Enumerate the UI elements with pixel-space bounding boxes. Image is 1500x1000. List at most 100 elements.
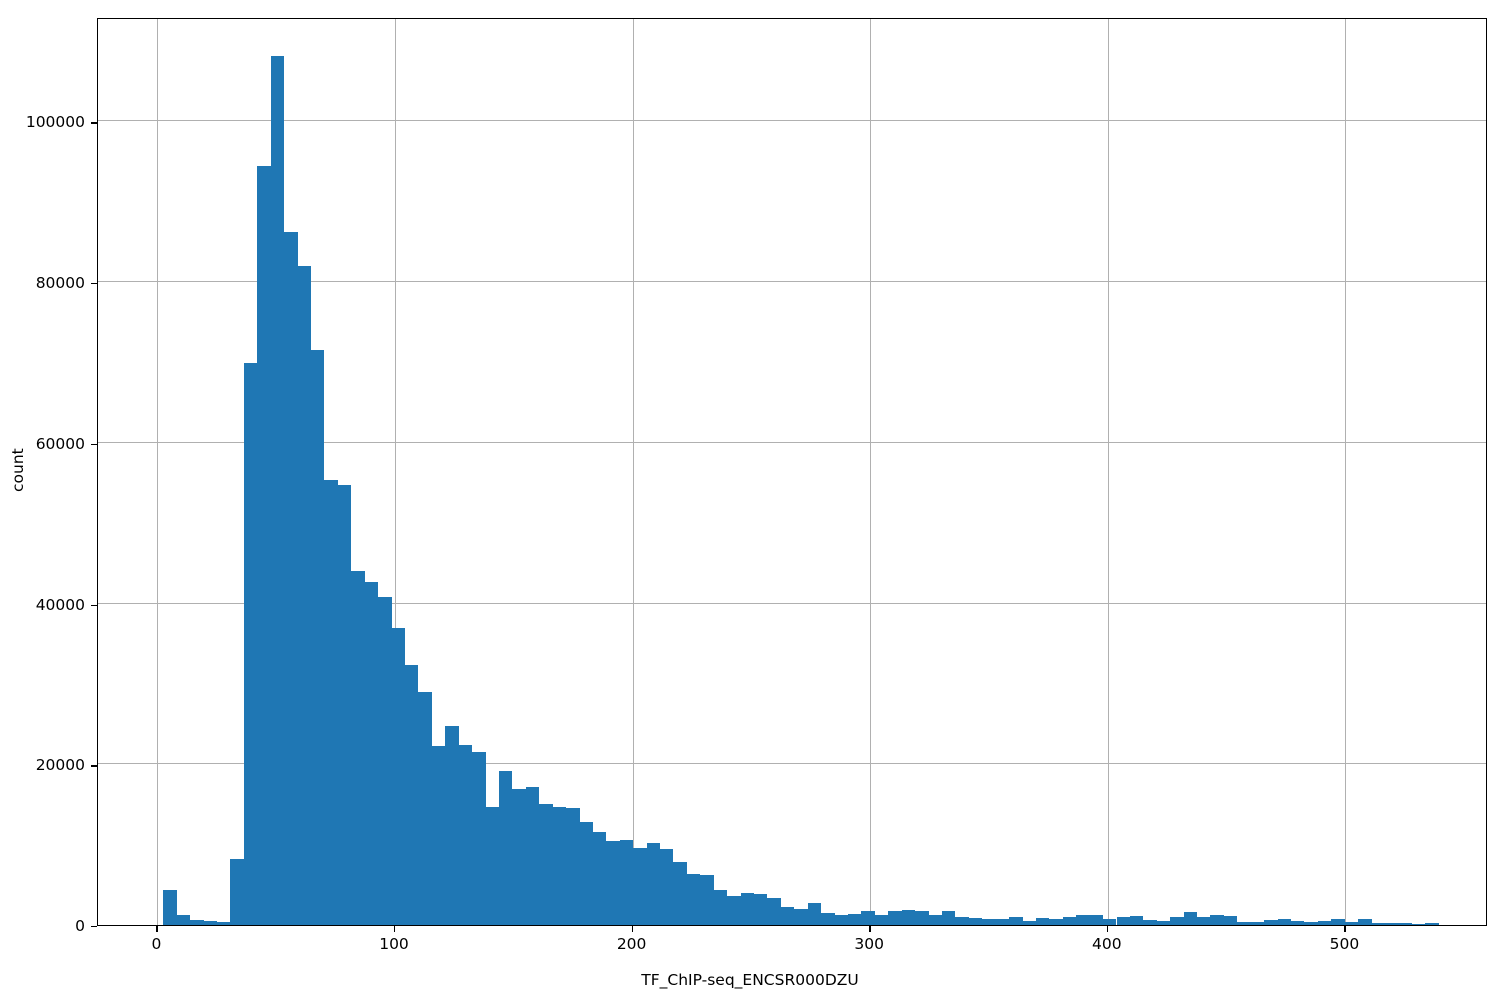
histogram-bar [1277,919,1292,925]
histogram-bar [1210,915,1224,925]
histogram-bar [1250,921,1265,925]
y-tick-label: 100000 [25,113,85,132]
histogram-bar [364,581,379,925]
histogram-bar [807,902,822,925]
histogram-bar [915,911,929,925]
histogram-bar [1358,918,1372,925]
x-tick-label: 100 [379,935,409,953]
histogram-bar [190,920,204,925]
histogram-bar [700,875,714,925]
histogram-bar [1156,920,1171,925]
histogram-bar [1062,916,1077,925]
y-tick-label: 40000 [35,595,85,614]
histogram-bar [995,919,1010,925]
histogram-bar [1197,916,1211,925]
y-tick-label: 0 [75,917,85,935]
histogram-bar [1022,920,1036,925]
gridline-vertical [1107,19,1109,925]
histogram-bar [1223,916,1238,925]
histogram-bar [686,874,701,925]
histogram-bar [270,55,285,925]
x-tick-label: 400 [1092,935,1122,953]
gridline-horizontal [98,281,1486,283]
histogram-bar [1035,917,1050,925]
histogram-bar [794,908,808,925]
gridline-vertical [1345,19,1347,925]
histogram-bar [1344,921,1359,925]
gridline-horizontal [98,763,1486,765]
x-tick-mark [631,926,633,932]
y-tick-mark [91,604,97,606]
histogram-bar [888,910,902,925]
histogram-bar [566,807,580,925]
x-tick-mark [869,926,871,932]
histogram-bar [512,789,526,925]
histogram-bar [901,909,916,925]
histogram-bar [324,479,338,925]
y-tick-mark [91,122,97,124]
histogram-bar [646,843,661,925]
histogram-bar [404,665,419,925]
histogram-bar [243,362,258,925]
y-tick-mark [91,765,97,767]
histogram-bar [1384,922,1399,925]
histogram-bar [861,911,875,925]
plot-area [97,18,1487,926]
histogram-bar [378,597,392,925]
y-tick-label: 80000 [35,274,85,293]
gridlines [98,19,1486,925]
histogram-bar [1411,924,1426,925]
y-tick-mark [91,283,97,285]
histogram-bar [1237,921,1251,925]
histogram-bar [1291,920,1305,925]
y-axis-label: count [9,448,27,492]
gridline-vertical [395,19,396,925]
histogram-bars [98,19,1486,925]
histogram-bar [539,803,553,925]
histogram-bar [311,349,325,925]
y-tick-label: 20000 [35,756,85,775]
histogram-bar [498,770,513,925]
x-tick-mark [394,926,396,932]
histogram-bar [1129,916,1144,925]
x-tick-label: 300 [854,935,885,953]
y-tick-mark [91,926,97,928]
histogram-bar [941,911,956,925]
gridline-vertical [870,19,872,925]
histogram-bar [606,841,620,925]
x-tick-label: 200 [616,935,647,953]
histogram-bar [673,862,687,925]
histogram-bar [1143,920,1157,925]
x-tick-mark [1344,926,1346,932]
histogram-bar [1049,918,1063,925]
histogram-bar [351,571,365,925]
histogram-bar [1103,918,1117,925]
histogram-bar [203,920,218,925]
x-tick-mark [1106,926,1109,932]
x-axis-label: TF_ChIP-seq_ENCSR000DZU [641,971,859,989]
histogram-bar [780,906,795,925]
histogram-bar [1331,919,1345,925]
y-tick-label: 60000 [35,434,85,453]
histogram-bar [1076,914,1090,925]
histogram-bar [485,806,499,925]
histogram-bar [284,231,298,925]
histogram-bar [834,914,848,925]
gridline-horizontal [98,120,1486,122]
histogram-bar [982,918,996,925]
histogram-bar [660,849,674,925]
gridline-vertical [632,19,634,925]
histogram-bar [821,912,835,925]
histogram-bar [633,847,647,925]
histogram-bar [552,806,567,925]
gridline-vertical [157,19,159,925]
histogram-bar [445,725,459,925]
histogram-bar [525,786,540,925]
histogram-bar [1264,920,1278,925]
histogram-bar [1425,922,1439,925]
histogram-bar [163,890,177,925]
histogram-bar [431,745,446,925]
histogram-bar [955,916,969,925]
histogram-bar [727,896,741,925]
